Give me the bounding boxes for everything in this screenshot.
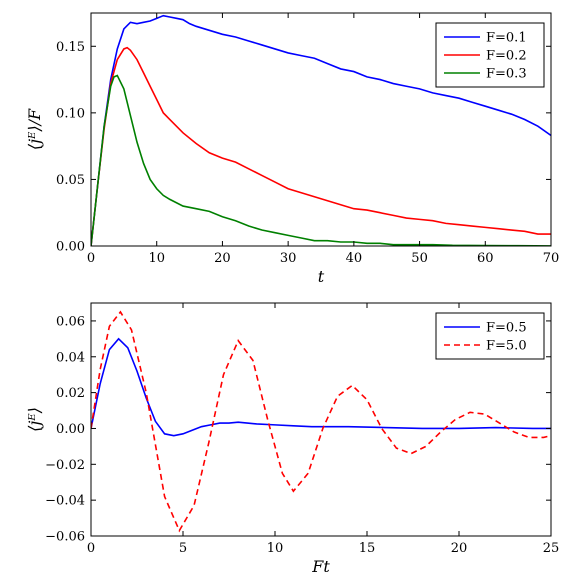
x-tick-label: 10 bbox=[148, 251, 165, 266]
legend-label: F=5.0 bbox=[486, 339, 527, 354]
y-tick-label: −0.02 bbox=[45, 458, 85, 473]
x-tick-label: 0 bbox=[87, 251, 95, 266]
x-tick-label: 50 bbox=[411, 251, 428, 266]
y-tick-label: 0.06 bbox=[56, 314, 85, 329]
series-line-f-0-5 bbox=[91, 337, 551, 437]
chart-panel-1: 0 10 20 30 40 50 60 70 0.00 0.05 0.10 0.15 t ⟨jᴱ⟩/F F=… bbox=[25, 12, 560, 286]
x-tick-label: 15 bbox=[359, 541, 376, 556]
chart-panel-2: 0 5 10 15 20 25 −0.06 −0.04 −0.02 0.00 0.02 0.04 0.0… bbox=[25, 302, 560, 576]
x-tick-label: 60 bbox=[477, 251, 494, 266]
legend-box bbox=[435, 22, 545, 88]
series-line-f-0-3 bbox=[91, 74, 551, 246]
x-tick-label: 70 bbox=[543, 251, 560, 266]
x-tick-label: 5 bbox=[179, 541, 187, 556]
legend-label: F=0.2 bbox=[486, 49, 527, 64]
x-tick-label: 0 bbox=[87, 541, 95, 556]
y-tick-label: 0.10 bbox=[56, 106, 85, 121]
x-tick-label: 25 bbox=[543, 541, 560, 556]
legend-label: F=0.1 bbox=[486, 31, 527, 46]
plot-frame bbox=[90, 12, 552, 247]
y-axis-label: ⟨jᴱ⟩ bbox=[25, 407, 44, 432]
legend-box bbox=[435, 312, 545, 360]
legend: F=0.5 F=5.0 bbox=[435, 312, 545, 360]
series-line-f-5-0 bbox=[91, 310, 551, 533]
legend-label: F=0.3 bbox=[486, 67, 527, 82]
y-tick-label: −0.04 bbox=[45, 494, 85, 509]
series-line-f-0-1 bbox=[91, 14, 551, 246]
x-tick-label: 10 bbox=[267, 541, 284, 556]
x-axis-label: t bbox=[318, 267, 325, 286]
y-tick-label: 0.04 bbox=[56, 350, 85, 365]
x-tick-label: 40 bbox=[346, 251, 363, 266]
y-tick-label: 0.05 bbox=[56, 173, 85, 188]
plot-frame bbox=[90, 302, 552, 537]
x-tick-label: 20 bbox=[214, 251, 231, 266]
x-tick-label: 20 bbox=[451, 541, 468, 556]
series-line-f-0-2 bbox=[91, 46, 551, 246]
legend-label: F=0.5 bbox=[486, 321, 527, 336]
y-tick-label: 0.02 bbox=[56, 386, 85, 401]
y-tick-label: 0.00 bbox=[56, 422, 85, 437]
y-tick-label: 0.00 bbox=[56, 240, 85, 255]
legend: F=0.1 F=0.2 F=0.3 bbox=[435, 22, 545, 88]
y-axis-label: ⟨jᴱ⟩/F bbox=[25, 108, 44, 150]
y-tick-label: −0.06 bbox=[45, 530, 85, 545]
y-tick-label: 0.15 bbox=[56, 40, 85, 55]
x-tick-label: 30 bbox=[280, 251, 297, 266]
x-axis-label: Ft bbox=[311, 557, 330, 576]
